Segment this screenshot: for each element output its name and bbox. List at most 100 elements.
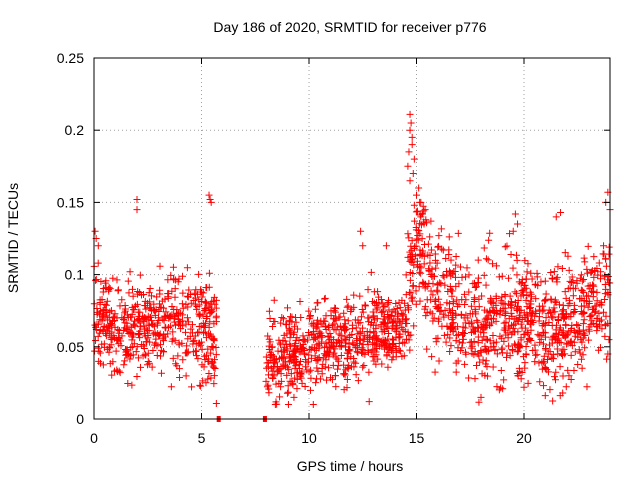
data-point [595, 259, 603, 267]
data-point [389, 335, 397, 343]
data-point [175, 365, 183, 373]
data-point [534, 330, 542, 338]
data-point [369, 308, 377, 316]
data-point [208, 307, 216, 315]
data-point [314, 367, 322, 375]
data-point [410, 322, 418, 330]
data-point [198, 361, 206, 369]
data-point [593, 297, 601, 305]
data-point [548, 321, 556, 329]
data-point [542, 314, 550, 322]
data-point [378, 328, 386, 336]
data-point [372, 301, 380, 309]
data-point [482, 335, 490, 343]
data-point [270, 296, 278, 304]
data-point [558, 307, 566, 315]
data-point [561, 249, 569, 257]
data-point [206, 318, 214, 326]
data-point [126, 268, 134, 276]
data-point [435, 357, 443, 365]
data-point [541, 277, 549, 285]
data-point [129, 333, 137, 341]
data-point [321, 294, 329, 302]
data-point [457, 310, 465, 318]
data-point [114, 287, 122, 295]
data-point [406, 126, 414, 134]
data-point [595, 309, 603, 317]
data-point [373, 334, 381, 342]
data-point [283, 321, 291, 329]
data-point [514, 372, 522, 380]
data-point [564, 302, 572, 310]
data-point [531, 358, 539, 366]
data-point [359, 349, 367, 357]
data-point [183, 314, 191, 322]
data-point [415, 283, 423, 291]
data-point [431, 298, 439, 306]
data-point [536, 378, 544, 386]
data-point [584, 303, 592, 311]
data-point [324, 332, 332, 340]
data-point [578, 364, 586, 372]
data-point [406, 276, 414, 284]
data-point [336, 342, 344, 350]
data-point [283, 371, 291, 379]
data-point [484, 256, 492, 264]
data-point [442, 254, 450, 262]
data-point [335, 357, 343, 365]
data-point [151, 341, 159, 349]
data-point [470, 294, 478, 302]
data-point [465, 374, 473, 382]
data-point [356, 319, 364, 327]
data-point [571, 307, 579, 315]
data-point [579, 326, 587, 334]
data-point [518, 276, 526, 284]
data-point [578, 338, 586, 346]
data-point [129, 292, 137, 300]
data-point [520, 383, 528, 391]
data-point [354, 330, 362, 338]
data-point [129, 351, 137, 359]
data-point [134, 290, 142, 298]
data-point [411, 252, 419, 260]
y-tick-label: 0.15 [57, 194, 84, 210]
data-point [141, 351, 149, 359]
data-point [137, 363, 145, 371]
data-point [435, 315, 443, 323]
data-point [593, 323, 601, 331]
data-point [416, 297, 424, 305]
data-point [209, 336, 217, 344]
data-point [329, 361, 337, 369]
data-point [398, 309, 406, 317]
data-point [146, 284, 154, 292]
data-point [429, 291, 437, 299]
data-point [359, 308, 367, 316]
data-point [313, 364, 321, 372]
data-point [548, 339, 556, 347]
y-tick-label: 0 [76, 411, 84, 427]
data-point [98, 296, 106, 304]
data-point [552, 213, 560, 221]
data-point [597, 316, 605, 324]
data-point [511, 210, 519, 218]
data-point [322, 312, 330, 320]
data-point [195, 310, 203, 318]
data-point [102, 301, 110, 309]
data-point [435, 295, 443, 303]
data-point [593, 327, 601, 335]
data-point [121, 307, 129, 315]
data-point [412, 208, 420, 216]
data-point [427, 217, 435, 225]
data-point [121, 319, 129, 327]
data-point [142, 338, 150, 346]
data-point [491, 345, 499, 353]
data-point [522, 350, 530, 358]
data-point [439, 271, 447, 279]
data-point [460, 330, 468, 338]
data-point [305, 368, 313, 376]
data-point [364, 341, 372, 349]
data-point [583, 383, 591, 391]
data-point [188, 321, 196, 329]
data-point [161, 313, 169, 321]
data-point [381, 336, 389, 344]
